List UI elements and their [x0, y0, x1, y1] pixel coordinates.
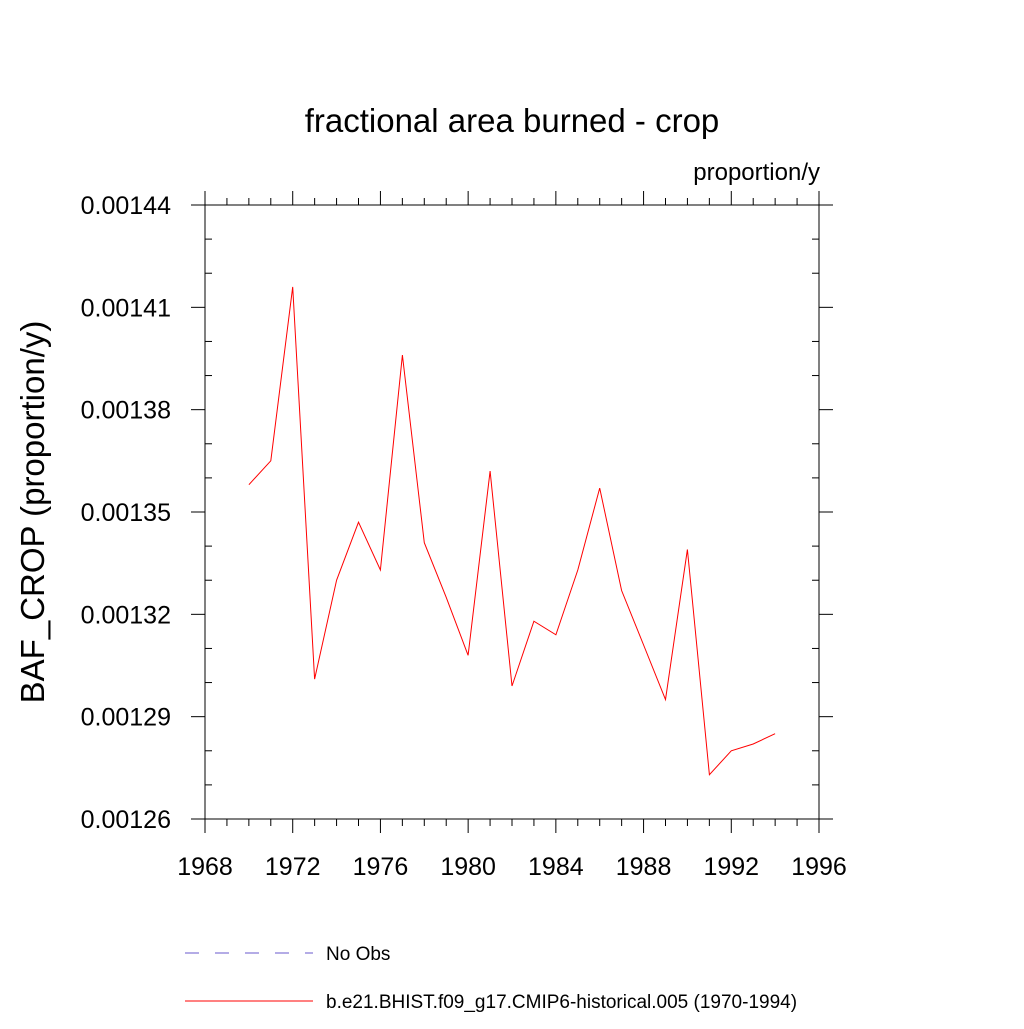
units-label: proportion/y [693, 159, 820, 186]
y-tick-label: 0.00135 [81, 499, 171, 527]
y-tick-label: 0.00144 [81, 192, 171, 220]
plot-frame [204, 204, 820, 820]
legend: No Obs b.e21.BHIST.f09_g17.CMIP6-historic… [185, 944, 797, 1013]
x-tick-label: 1996 [791, 853, 847, 881]
x-tick-label: 1976 [353, 853, 409, 881]
y-axis-label: BAF_CROP (proportion/y) [14, 321, 51, 704]
x-tick-label: 1972 [265, 853, 321, 881]
series-line [248, 286, 776, 776]
x-tick-label: 1992 [703, 853, 759, 881]
chart-title: fractional area burned - crop [305, 102, 720, 139]
x-tick-label: 1980 [440, 853, 496, 881]
x-tick-label: 1984 [528, 853, 584, 881]
legend-label: No Obs [326, 944, 390, 965]
y-tick-label: 0.00141 [81, 294, 171, 322]
x-tick-label: 1968 [177, 853, 233, 881]
x-tick-label: 1988 [616, 853, 672, 881]
series-layer [248, 286, 776, 776]
y-tick-label: 0.00132 [81, 601, 171, 629]
x-axis: 1968 1972 1976 1980 1984 1988 1992 1996 [177, 191, 847, 881]
y-tick-label: 0.00126 [81, 806, 171, 834]
y-tick-label: 0.00138 [81, 397, 171, 425]
legend-label: b.e21.BHIST.f09_g17.CMIP6-historical.005… [326, 992, 797, 1013]
y-axis: 0.00126 0.00129 0.00132 0.00135 0.00138 0.001… [81, 192, 833, 834]
y-tick-label: 0.00129 [81, 704, 171, 732]
